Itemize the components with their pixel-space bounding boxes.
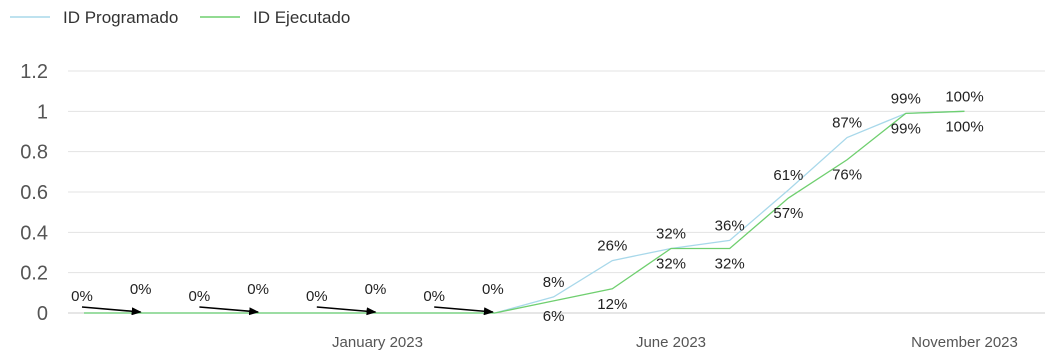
data-label: 100% [945,118,983,135]
data-label: 61% [773,167,803,184]
y-tick-label: 1 [37,101,48,123]
x-tick-label: June 2023 [636,334,706,351]
data-label: 87% [832,115,862,132]
legend-entry-2: ID Ejecutado [253,8,350,27]
data-label: 0% [482,281,504,298]
data-label: 0% [306,288,328,305]
data-label: 100% [945,88,983,105]
data-label: 32% [715,255,745,272]
series-line-2 [84,110,965,314]
data-label: 32% [656,255,686,272]
data-label: 99% [891,120,921,137]
data-label: 0% [365,281,387,298]
data-label: 6% [543,308,565,325]
zero-arrow [434,306,494,316]
data-label: 8% [543,274,565,291]
series-line-1 [84,110,965,314]
data-label: 32% [656,225,686,242]
data-label: 0% [130,281,152,298]
zero-arrow [316,306,377,316]
y-tick-label: 1.2 [20,61,48,83]
x-tick-label: November 2023 [911,334,1018,351]
y-tick-label: 0.2 [20,263,48,285]
zero-arrow [81,306,142,316]
legend-entry-1: ID Programado [63,8,178,27]
y-tick-label: 0.6 [20,182,48,204]
data-label: 76% [832,167,862,184]
data-label: 12% [597,296,627,313]
x-tick-label: January 2023 [332,334,423,351]
data-label: 99% [891,90,921,107]
y-tick-label: 0 [37,303,48,325]
y-tick-label: 0.8 [20,142,48,164]
data-label: 26% [597,238,627,255]
zero-arrow [199,306,260,316]
data-label: 0% [247,281,269,298]
data-label: 36% [715,217,745,234]
data-label: 0% [71,288,93,305]
y-tick-label: 0.4 [20,222,48,244]
data-label: 0% [423,288,445,305]
data-label: 57% [773,205,803,222]
data-label: 0% [189,288,211,305]
